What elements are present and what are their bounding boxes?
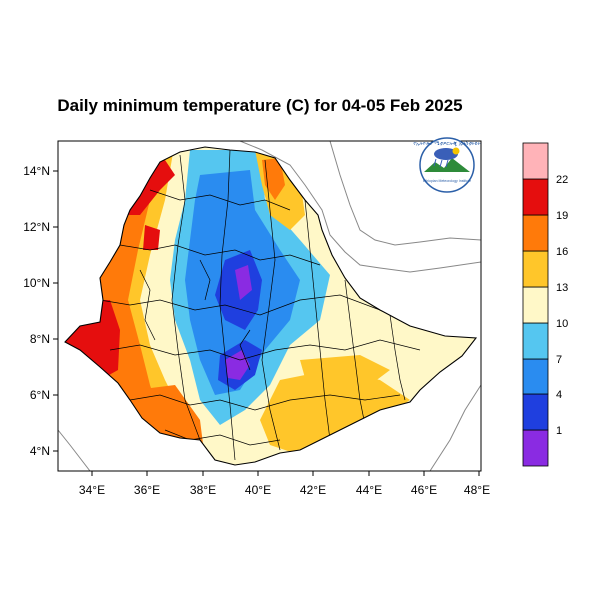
colorbar-swatch (522, 250, 549, 288)
y-tick-label: 12°N (23, 220, 50, 234)
colorbar-swatch (522, 142, 549, 180)
colorbar-swatch (522, 393, 549, 431)
admin-boundaries (99, 149, 421, 461)
colorbar-swatch (522, 214, 549, 252)
colorbar-label: 10 (556, 318, 568, 330)
x-tick-label: 38°E (190, 483, 216, 497)
logo-amharic-text: የኢትዮጵያ ሜቲዎሮሎጂ ኢንስቲትዩት (413, 141, 481, 147)
colorbar-swatch (522, 178, 549, 216)
colorbar-swatch (522, 286, 549, 324)
colorbar-label: 19 (556, 210, 568, 222)
x-tick-label: 48°E (464, 483, 490, 497)
y-tick-label: 6°N (30, 388, 50, 402)
axis-ticks (53, 170, 480, 476)
colorbar-swatch (522, 322, 549, 360)
colorbar-swatch (522, 429, 549, 467)
neighbour-coastlines (58, 141, 481, 471)
x-tick-label: 40°E (245, 483, 271, 497)
colorbar-swatch (522, 358, 549, 395)
y-axis-labels: 14°N 12°N 10°N 8°N 6°N 4°N (23, 164, 50, 458)
x-axis-labels: 34°E 36°E 38°E 40°E 42°E 44°E 46°E 48°E (79, 483, 490, 497)
colorbar-label: 22 (556, 174, 568, 186)
colorbar-label: 1 (556, 425, 562, 437)
x-tick-label: 42°E (300, 483, 326, 497)
logo-caption: Ethiopian Meteorology Institute (423, 179, 471, 183)
colorbar (522, 142, 549, 467)
y-tick-label: 10°N (23, 276, 50, 290)
map-border (57, 140, 482, 472)
colorbar-label: 7 (556, 354, 562, 366)
x-tick-label: 34°E (79, 483, 105, 497)
y-tick-label: 4°N (30, 444, 50, 458)
colorbar-label: 13 (556, 282, 568, 294)
x-tick-label: 36°E (134, 483, 160, 497)
institute-logo: የኢትዮጵያ ሜቲዎሮሎጂ ኢንስቲትዩት Ethiopian Meteorol… (413, 137, 481, 193)
y-tick-label: 8°N (30, 332, 50, 346)
x-tick-label: 44°E (356, 483, 382, 497)
map-title: Daily minimum temperature (C) for 04-05 … (57, 96, 463, 115)
x-tick-label: 46°E (411, 483, 437, 497)
colorbar-labels: 1 4 7 10 13 16 19 22 (556, 174, 568, 437)
colorbar-label: 16 (556, 246, 568, 258)
colorbar-label: 4 (556, 389, 562, 401)
y-tick-label: 14°N (23, 164, 50, 178)
